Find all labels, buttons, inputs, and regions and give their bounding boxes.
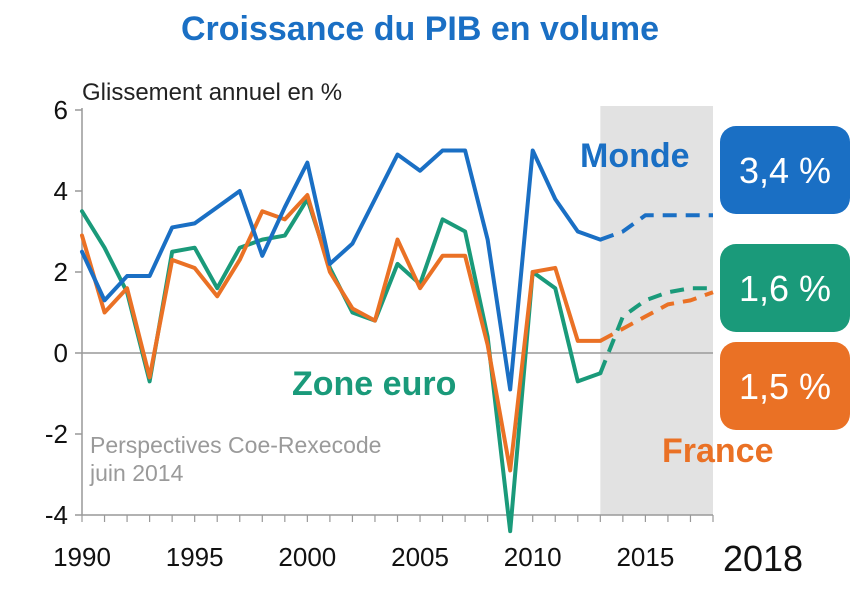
value-badge-zone-euro: 1,6 % [720, 244, 850, 332]
source-annotation-date: juin 2014 [89, 460, 184, 486]
source-annotation: Perspectives Coe-Rexecode [90, 432, 381, 458]
y-tick-label: 2 [54, 257, 68, 287]
x-tick-label: 2000 [278, 542, 336, 572]
x-tick-label: 1990 [53, 542, 111, 572]
forecast-line-france [599, 290, 714, 343]
forecast-line-monde [599, 213, 713, 242]
series-line-france [80, 193, 603, 473]
forecast-line-zone-euro [598, 286, 713, 374]
legend-label-france: France [662, 432, 774, 470]
forecast-shaded-region [600, 106, 713, 515]
chart-title: Croissance du PIB en volume [181, 10, 659, 48]
y-tick-label: 6 [54, 95, 68, 125]
value-badge-monde-text: 3,4 % [739, 150, 831, 191]
value-badge-france-text: 1,5 % [739, 366, 831, 407]
y-tick-label: 4 [54, 176, 68, 206]
y-axis-label: Glissement annuel en % [82, 79, 342, 106]
value-badge-zone-euro-text: 1,6 % [739, 268, 831, 309]
x-tick-label: 1995 [166, 542, 224, 572]
value-badge-france: 1,5 % [720, 342, 850, 430]
y-tick-label: -2 [45, 419, 68, 449]
legend-label-zone-euro: Zone euro [292, 365, 456, 403]
x-tick-label: 2010 [504, 542, 562, 572]
series-line-monde [80, 148, 603, 392]
legend-label-monde: Monde [580, 137, 690, 175]
x-tick-label: 2015 [616, 542, 674, 572]
x-tick-label: 2018 [723, 538, 803, 579]
y-tick-label: 0 [54, 338, 68, 368]
x-tick-label: 2005 [391, 542, 449, 572]
value-badge-monde: 3,4 % [720, 126, 850, 214]
y-tick-label: -4 [45, 500, 68, 530]
